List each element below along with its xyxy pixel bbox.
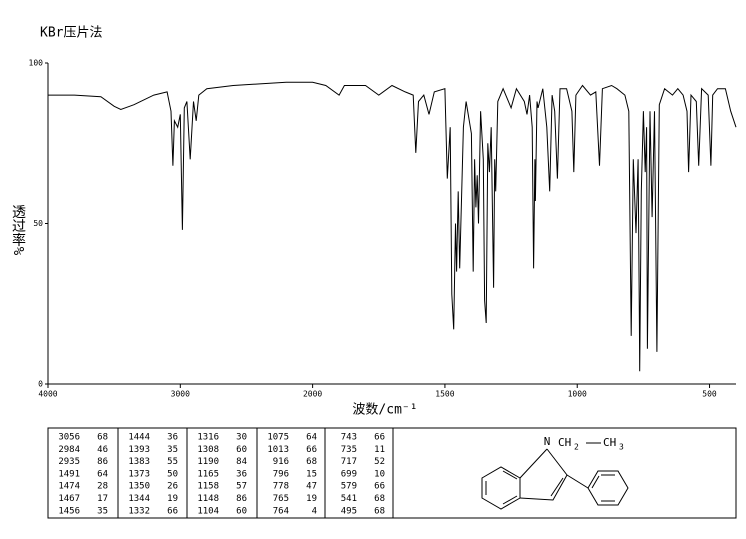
peak-wavenumber: 2984: [58, 445, 80, 455]
peak-transmittance: 60: [236, 506, 247, 516]
y-axis-label: 透过率%: [10, 205, 26, 256]
x-tick-label: 1500: [435, 390, 454, 399]
peak-wavenumber: 1456: [58, 506, 80, 516]
peak-transmittance: 52: [374, 457, 385, 467]
peak-wavenumber: 579: [341, 482, 357, 492]
peak-wavenumber: 1075: [267, 433, 289, 443]
peak-wavenumber: 3056: [58, 433, 80, 443]
peak-wavenumber: 1316: [197, 433, 219, 443]
peak-transmittance: 86: [236, 494, 247, 504]
peak-wavenumber: 1104: [197, 506, 219, 516]
peak-wavenumber: 1383: [128, 457, 150, 467]
peak-transmittance: 35: [167, 445, 178, 455]
peak-transmittance: 66: [306, 445, 317, 455]
peak-transmittance: 11: [374, 445, 385, 455]
peak-wavenumber: 916: [273, 457, 289, 467]
peak-wavenumber: 1474: [58, 482, 80, 492]
peak-wavenumber: 541: [341, 494, 357, 504]
peak-transmittance: 36: [236, 469, 247, 479]
peak-transmittance: 84: [236, 457, 247, 467]
peak-wavenumber: 764: [273, 506, 289, 516]
peak-transmittance: 64: [97, 469, 108, 479]
peak-wavenumber: 1158: [197, 482, 219, 492]
peak-transmittance: 55: [167, 457, 178, 467]
peak-wavenumber: 796: [273, 469, 289, 479]
table-border: [47, 427, 737, 519]
peak-transmittance: 26: [167, 482, 178, 492]
peak-wavenumber: 495: [341, 506, 357, 516]
peak-transmittance: 17: [97, 494, 108, 504]
peak-wavenumber: 778: [273, 482, 289, 492]
peak-transmittance: 64: [306, 433, 317, 443]
x-tick-label: 500: [702, 390, 717, 399]
peak-transmittance: 86: [97, 457, 108, 467]
peak-transmittance: 66: [167, 506, 178, 516]
peak-wavenumber: 2935: [58, 457, 80, 467]
chart-title: KBr压片法: [40, 26, 102, 41]
atom-label: CH: [558, 436, 571, 449]
peak-transmittance: 35: [97, 506, 108, 516]
molecule-bonds: [481, 442, 629, 510]
peak-wavenumber: 1190: [197, 457, 219, 467]
peak-transmittance: 66: [374, 433, 385, 443]
peak-transmittance: 10: [374, 469, 385, 479]
y-tick-label: 100: [29, 59, 44, 68]
peak-wavenumber: 1148: [197, 494, 219, 504]
peak-transmittance: 28: [97, 482, 108, 492]
peak-wavenumber: 1350: [128, 482, 150, 492]
x-tick-label: 3000: [171, 390, 190, 399]
peak-wavenumber: 1332: [128, 506, 150, 516]
x-tick-label: 2000: [303, 390, 322, 399]
peak-transmittance: 4: [312, 506, 317, 516]
atom-label: CH: [603, 436, 616, 449]
peak-transmittance: 50: [167, 469, 178, 479]
x-tick-label: 4000: [38, 390, 57, 399]
atom-subscript: 3: [619, 443, 624, 452]
peak-wavenumber: 1308: [197, 445, 219, 455]
peak-wavenumber: 717: [341, 457, 357, 467]
x-axis-label: 波数/cm⁻¹: [352, 403, 417, 418]
peak-wavenumber: 1491: [58, 469, 80, 479]
y-tick-label: 50: [33, 219, 43, 228]
peak-wavenumber: 1444: [128, 433, 150, 443]
peak-wavenumber: 1467: [58, 494, 80, 504]
peak-wavenumber: 765: [273, 494, 289, 504]
peak-transmittance: 15: [306, 469, 317, 479]
atom-label: N: [544, 435, 551, 448]
spectrum-line: [48, 81, 737, 372]
peak-wavenumber: 699: [341, 469, 357, 479]
peak-transmittance: 19: [306, 494, 317, 504]
table-dividers: [117, 428, 394, 518]
peak-transmittance: 47: [306, 482, 317, 492]
peak-transmittance: 68: [374, 506, 385, 516]
peak-wavenumber: 1393: [128, 445, 150, 455]
peak-wavenumber: 735: [341, 445, 357, 455]
peak-wavenumber: 743: [341, 433, 357, 443]
peak-transmittance: 30: [236, 433, 247, 443]
peak-transmittance: 19: [167, 494, 178, 504]
peak-transmittance: 68: [374, 494, 385, 504]
peak-wavenumber: 1165: [197, 469, 219, 479]
peak-wavenumber: 1373: [128, 469, 150, 479]
peak-transmittance: 57: [236, 482, 247, 492]
peak-transmittance: 66: [374, 482, 385, 492]
peak-wavenumber: 1013: [267, 445, 289, 455]
y-tick-label: 0: [38, 380, 43, 389]
peak-transmittance: 68: [306, 457, 317, 467]
peak-transmittance: 60: [236, 445, 247, 455]
peak-wavenumber: 1344: [128, 494, 150, 504]
peak-transmittance: 36: [167, 433, 178, 443]
peak-transmittance: 68: [97, 433, 108, 443]
atom-subscript: 2: [574, 443, 579, 452]
peak-transmittance: 46: [97, 445, 108, 455]
x-tick-label: 1000: [568, 390, 587, 399]
